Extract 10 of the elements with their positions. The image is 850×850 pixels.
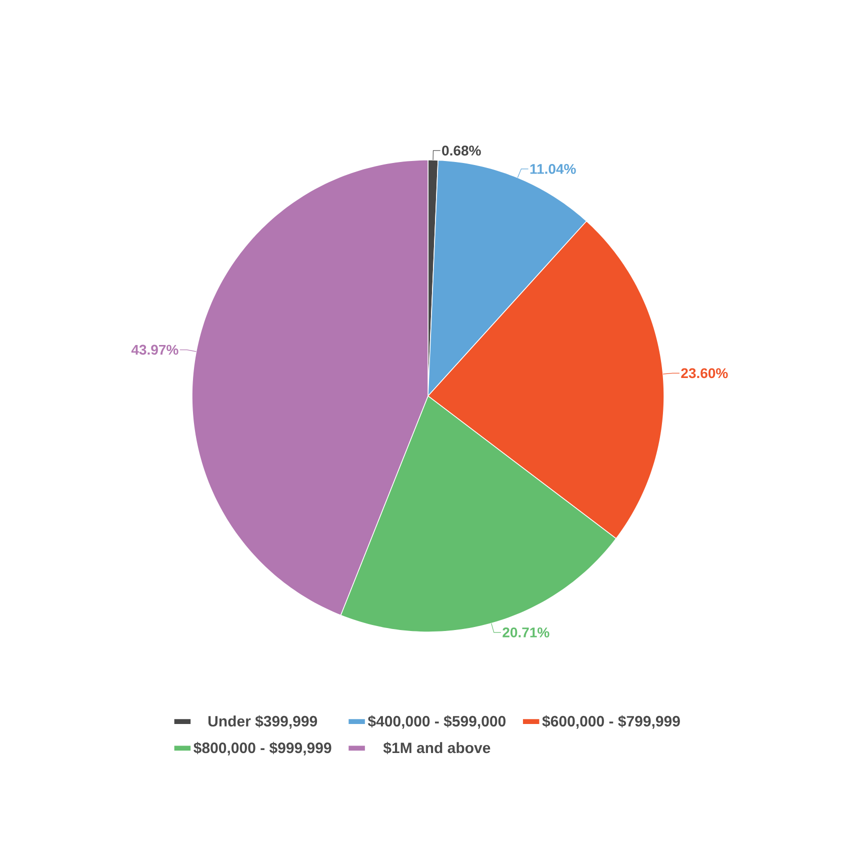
data-label: 11.04%	[530, 164, 576, 174]
data-label: 43.97%	[131, 344, 178, 355]
data-label: 20.71%	[502, 627, 550, 638]
legend-label: $400,000 - $599,000	[368, 715, 506, 729]
data-label: 0.68%	[442, 146, 481, 156]
legend-label: Under $399,999	[208, 715, 318, 729]
legend-label: $1M and above	[383, 742, 490, 754]
legend-label: $600,000 - $799,999	[542, 715, 680, 729]
data-label: 23.60%	[681, 368, 728, 378]
legend-label: $800,000 - $999,999	[194, 742, 332, 756]
